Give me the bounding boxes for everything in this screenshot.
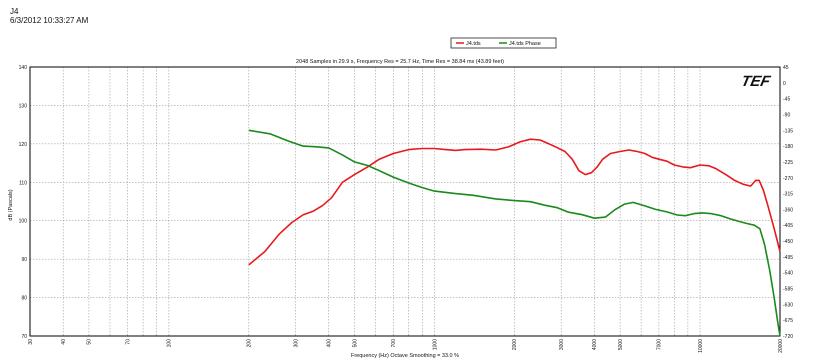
y2-tick-label: -90 [783, 112, 790, 118]
x-tick-label: 400 [327, 339, 333, 348]
x-tick-label: 100 [167, 339, 173, 348]
legend: J4.tds J4.tds Phase [450, 37, 557, 49]
x-tick-label: 4000 [592, 339, 598, 350]
y-tick-label: 90 [21, 257, 27, 263]
tef-logo: TEF [740, 73, 773, 90]
chart-subtitle: 2048 Samples in 29.9 s, Frequency Res = … [296, 59, 504, 65]
x-tick-label: 7000 [657, 339, 663, 350]
x-tick-label: 30 [28, 339, 34, 345]
y2-tick-label: -630 [783, 302, 793, 308]
x-tick-label: 500 [352, 339, 358, 348]
y-tick-label: 130 [19, 103, 28, 109]
x-tick-label: 200 [247, 339, 253, 348]
y-tick-label: 70 [21, 334, 27, 340]
x-tick-label: 2000 [512, 339, 518, 350]
y-tick-label: 140 [19, 65, 28, 71]
y2-tick-label: -540 [783, 271, 793, 277]
legend-label-phase: J4.tds Phase [509, 41, 541, 47]
grid-lines [30, 67, 780, 336]
y2-tick-label: -495 [783, 255, 793, 261]
x-axis-label: Frequency (Hz) Octave Smoothing = 33.0 % [351, 353, 459, 359]
y-tick-label: 80 [21, 296, 27, 302]
tick-labels: 30 40 50 70 100 200 300 400 500 700 1000 2000 3000 40… [19, 65, 794, 353]
plot-frame [29, 66, 781, 337]
x-tick-label: 50 [87, 339, 93, 345]
x-tick-label: 70 [126, 339, 132, 345]
x-tick-label: 40 [61, 339, 67, 345]
document-title: J4 [10, 7, 19, 16]
x-tick-label: 20000 [778, 339, 784, 353]
phase-line [248, 129, 781, 337]
x-tick-label: 5000 [618, 339, 624, 350]
y2-tick-label: -270 [783, 176, 793, 182]
y2-tick-label: -135 [783, 128, 793, 134]
y2-tick-label: -225 [783, 160, 793, 166]
series-layer [248, 129, 781, 337]
legend-label-magnitude: J4.tds [466, 41, 481, 47]
y2-tick-label: -405 [783, 223, 793, 229]
y-tick-label: 120 [19, 142, 28, 148]
y2-tick-label: -675 [783, 318, 793, 324]
magnitude-line [248, 138, 781, 266]
x-tick-label: 300 [293, 339, 299, 348]
y2-tick-label: -720 [783, 334, 793, 340]
y-tick-label: 100 [19, 219, 28, 225]
y2-tick-label: -315 [783, 192, 793, 198]
y2-tick-label: -450 [783, 239, 793, 245]
x-tick-label: 700 [391, 339, 397, 348]
y2-tick-label: -360 [783, 207, 793, 213]
y2-tick-label: 0 [783, 81, 786, 87]
y2-tick-label: -180 [783, 144, 793, 150]
y-axis-label: dB (Pascals) [8, 189, 14, 220]
y-tick-label: 110 [19, 180, 27, 186]
x-tick-label: 1000 [432, 339, 438, 350]
y2-tick-label: -585 [783, 287, 793, 293]
y2-tick-label: -45 [783, 97, 790, 103]
document-timestamp: 6/3/2012 10:33:27 AM [10, 16, 89, 25]
y2-tick-label: 45 [783, 65, 789, 71]
x-tick-label: 3000 [559, 339, 565, 350]
x-tick-label: 10000 [698, 339, 704, 353]
